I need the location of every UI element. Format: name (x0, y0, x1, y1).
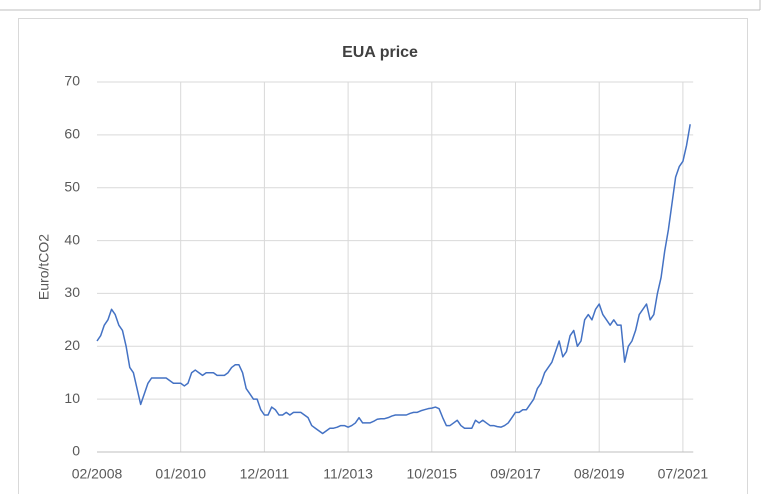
y-tick-label: 50 (64, 178, 80, 194)
x-tick-label: 02/2008 (72, 466, 123, 482)
y-tick-label: 60 (64, 126, 80, 142)
x-tick-label: 10/2015 (406, 466, 457, 482)
x-tick-label: 11/2013 (323, 466, 373, 482)
y-tick-label: 20 (64, 337, 80, 353)
y-tick-label: 0 (72, 443, 80, 459)
x-tick-label: 08/2019 (574, 466, 625, 482)
x-tick-label: 07/2021 (658, 466, 709, 482)
y-tick-label: 10 (64, 390, 80, 406)
x-tick-label: 09/2017 (490, 466, 541, 482)
y-axis-label: Euro/tCO2 (36, 234, 52, 300)
chart-title: EUA price (342, 44, 418, 61)
chart-frame (18, 18, 748, 494)
y-tick-label: 70 (64, 73, 80, 89)
x-tick-label: 01/2010 (155, 466, 206, 482)
x-tick-label: 12/2011 (240, 466, 290, 482)
price-line (96, 124, 691, 435)
y-tick-label: 40 (64, 231, 80, 247)
y-tick-label: 30 (64, 284, 80, 300)
